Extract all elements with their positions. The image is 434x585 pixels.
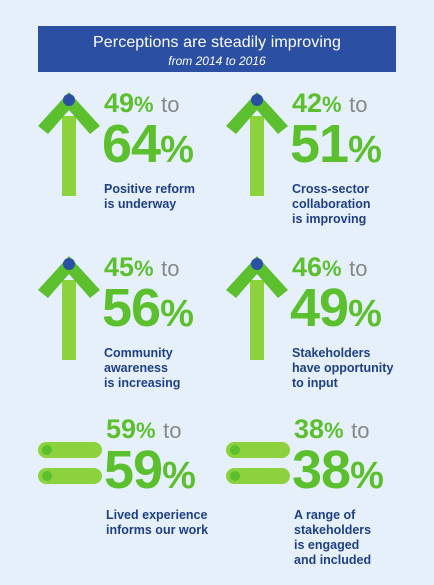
from-value: 45% to <box>104 252 180 282</box>
up-arrow-icon <box>38 256 100 360</box>
stat-card-stakeholders-input: 46% to 49% Stakeholders have opportunity… <box>226 252 426 406</box>
from-value: 38% to <box>294 414 370 444</box>
to-value: 38% <box>292 440 384 500</box>
to-value: 59% <box>104 440 196 500</box>
from-value: 42% to <box>292 88 368 118</box>
up-arrow-icon <box>38 92 100 196</box>
from-value: 59% to <box>106 414 182 444</box>
equals-icon <box>226 442 290 484</box>
stat-label: Positive reform is underway <box>104 182 196 211</box>
to-value: 51% <box>290 114 382 174</box>
stat-label: Cross-sector collaboration is improving <box>292 182 371 226</box>
stat-card-community-awareness: 45% to 56% Community awareness is increa… <box>38 252 238 406</box>
title-banner: Perceptions are steadily improving from … <box>38 26 396 72</box>
stat-card-positive-reform: 49% to 64% Positive reform is underway <box>38 88 238 242</box>
stat-card-range-of-stakeholders: 38% to 38% A range of stakeholders is en… <box>226 414 426 568</box>
to-value: 64% <box>102 114 194 174</box>
equals-icon <box>38 442 102 484</box>
stat-label: Stakeholders have opportunity to input <box>292 346 394 390</box>
stat-label: Lived experience informs our work <box>106 508 209 537</box>
banner-subtitle: from 2014 to 2016 <box>168 54 266 68</box>
from-value: 49% to <box>104 88 180 118</box>
from-value: 46% to <box>292 252 368 282</box>
stat-card-lived-experience: 59% to 59% Lived experience informs our … <box>38 414 238 568</box>
stat-label: A range of stakeholders is engaged and i… <box>294 508 372 567</box>
stat-label: Community awareness is increasing <box>104 346 181 390</box>
up-arrow-icon <box>226 92 288 196</box>
to-value: 49% <box>290 278 382 338</box>
banner-title: Perceptions are steadily improving <box>93 34 341 51</box>
to-value: 56% <box>102 278 194 338</box>
stat-card-cross-sector: 42% to 51% Cross-sector collaboration is… <box>226 88 426 242</box>
up-arrow-icon <box>226 256 288 360</box>
